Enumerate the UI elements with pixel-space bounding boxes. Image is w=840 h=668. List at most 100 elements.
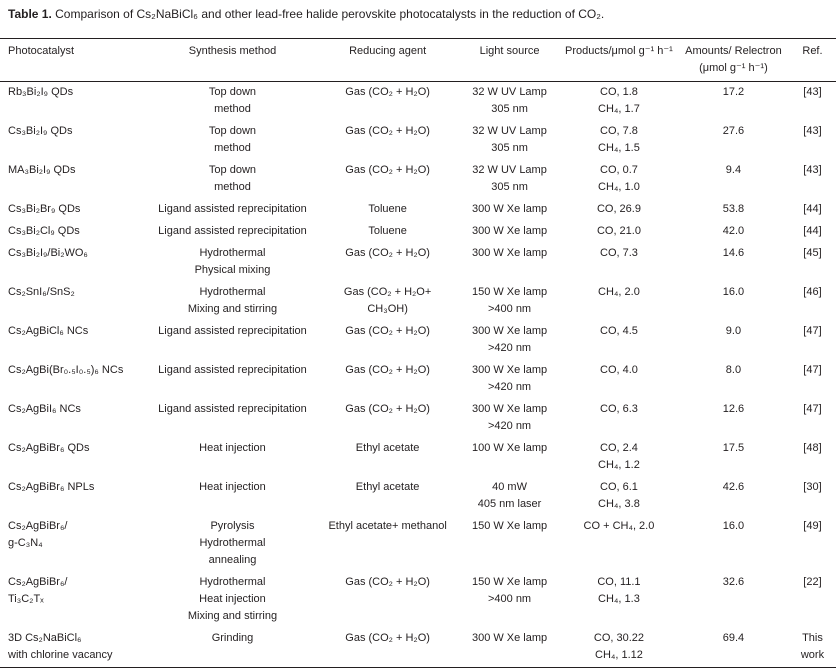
cell-light-source-line: 150 W Xe lamp: [471, 286, 548, 298]
cell-amount: 8.0: [725, 364, 742, 376]
cell-reducing-agent: Gas (CO₂ + H₂O): [316, 160, 459, 199]
header-photocatalyst: Photocatalyst: [0, 38, 149, 82]
cell-light-source-line: 300 W Xe lamp: [471, 632, 548, 644]
cell-ref-line: [44]: [803, 203, 822, 215]
cell-synthesis-method-line: Ligand assisted reprecipitation: [158, 325, 307, 337]
cell-synthesis-method: Grinding: [148, 628, 317, 668]
cell-light-source-line: 40 mW: [492, 481, 527, 493]
cell-products-line: CH₄, 1.3: [598, 593, 640, 605]
cell-products-line: CO, 7.8: [600, 125, 638, 137]
cell-products: CO, 26.9: [560, 199, 678, 221]
table-row: Cs₃Bi₂Cl₉ QDs Ligand assisted reprecipita…: [0, 221, 836, 243]
cell-light-source: 150 W Xe lamp: [459, 516, 560, 572]
cell-light-source: 300 W Xe lamp >420 nm: [459, 399, 560, 438]
cell-light-source-line: >420 nm: [487, 381, 532, 393]
cell-light-source-line: >420 nm: [487, 420, 532, 432]
cell-synthesis-method-line: Top down: [208, 86, 257, 98]
cell-amount: 16.0: [722, 286, 745, 298]
cell-photocatalyst: 3D Cs₂NaBiCl₆ with chlorine vacancy: [0, 628, 149, 668]
cell-photocatalyst-line: Cs₃Bi₂Br₉ QDs: [8, 203, 81, 215]
cell-light-source: 150 W Xe lamp >400 nm: [459, 282, 560, 321]
cell-reducing-agent-line: Gas (CO₂ + H₂O): [345, 125, 430, 137]
cell-products-line: CH₄, 1.12: [595, 649, 643, 661]
cell-reducing-agent-line: Gas (CO₂ + H₂O): [345, 325, 430, 337]
cell-photocatalyst-line: Ti₃C₂Tₓ: [8, 593, 44, 605]
cell-synthesis-method: Top down method: [149, 121, 316, 160]
table-row: Cs₂AgBiCl₆ NCs Ligand assisted reprecipit…: [0, 321, 836, 360]
cell-ref-line: [30]: [803, 481, 822, 493]
cell-ref-line: [47]: [803, 364, 822, 376]
cell-ref: [43]: [789, 82, 836, 122]
cell-synthesis-method: Ligand assisted reprecipitation: [149, 360, 316, 399]
cell-synthesis-method: Ligand assisted reprecipitation: [149, 221, 316, 243]
cell-reducing-agent-line: Gas (CO₂ + H₂O): [345, 403, 430, 415]
cell-amount: 17.5: [722, 442, 745, 454]
header-amounts: Amounts/ Relectron (μmol g⁻¹ h⁻¹): [677, 38, 789, 82]
cell-synthesis-method-line: Hydrothermal: [199, 576, 266, 588]
cell-products: CO, 2.4 CH₄, 1.2: [560, 438, 678, 477]
cell-synthesis-method-line: Ligand assisted reprecipitation: [158, 403, 307, 415]
cell-synthesis-method-line: Pyrolysis: [210, 520, 255, 532]
cell-reducing-agent-line: Gas (CO₂ + H₂O+: [343, 286, 432, 298]
cell-light-source-line: >420 nm: [487, 342, 532, 354]
cell-ref: [22]: [789, 572, 836, 628]
cell-amount: 32.6: [722, 576, 745, 588]
table-row: MA₃Bi₂I₉ QDs Top down method Gas (CO₂ + H₂O…: [0, 160, 836, 199]
cell-synthesis-method: Pyrolysis Hydrothermal annealing: [149, 516, 316, 572]
cell-reducing-agent-line: Gas (CO₂ + H₂O): [345, 86, 430, 98]
cell-photocatalyst: Cs₂AgBiBr₆ QDs: [0, 438, 149, 477]
cell-photocatalyst-line: Cs₂AgBiBr₆/: [8, 520, 68, 532]
cell-light-source-line: 150 W Xe lamp: [471, 520, 548, 532]
cell-reducing-agent-line: Ethyl acetate: [355, 481, 420, 493]
cell-photocatalyst-line: Cs₂AgBiCl₆ NCs: [8, 325, 89, 337]
cell-light-source-line: 305 nm: [491, 181, 528, 193]
cell-photocatalyst: Cs₃Bi₂Br₉ QDs: [0, 199, 149, 221]
cell-light-source-line: 305 nm: [491, 103, 528, 115]
cell-synthesis-method: Hydrothermal Mixing and stirring: [149, 282, 316, 321]
header-synthesis-method: Synthesis method: [148, 38, 317, 82]
cell-photocatalyst: MA₃Bi₂I₉ QDs: [0, 160, 149, 199]
cell-amount: 9.4: [725, 164, 742, 176]
cell-photocatalyst-line: g-C₃N₄: [8, 537, 43, 549]
cell-products-line: CH₄, 1.0: [598, 181, 640, 193]
cell-products: CO, 7.3: [560, 243, 678, 282]
cell-synthesis-method: Ligand assisted reprecipitation: [149, 399, 316, 438]
cell-synthesis-method-line: Top down: [208, 164, 257, 176]
table-caption-text: Comparison of Cs₂NaBiCl₆ and other lead-…: [55, 7, 605, 21]
cell-ref: [44]: [789, 199, 836, 221]
table-row: 3D Cs₂NaBiCl₆ with chlorine vacancy Grindi…: [0, 628, 836, 668]
cell-reducing-agent-line: Gas (CO₂ + H₂O): [345, 576, 430, 588]
header-reducing-agent: Reducing agent: [316, 38, 460, 82]
cell-photocatalyst-line: 3D Cs₂NaBiCl₆: [8, 632, 82, 644]
cell-light-source: 300 W Xe lamp: [459, 221, 560, 243]
cell-synthesis-method-line: Top down: [208, 125, 257, 137]
table-row: Cs₂AgBiBr₆/Ti₃C₂Tₓ Hydrothermal Heat injec…: [0, 572, 836, 628]
cell-photocatalyst: Rb₃Bi₂I₉ QDs: [0, 82, 149, 122]
cell-products-line: CO, 7.3: [600, 247, 638, 259]
cell-products-line: CO, 11.1: [597, 576, 641, 588]
cell-products: CO, 1.8 CH₄, 1.7: [560, 82, 678, 122]
cell-ref: [44]: [789, 221, 836, 243]
cell-synthesis-method: Ligand assisted reprecipitation: [149, 199, 316, 221]
cell-products: CO, 11.1 CH₄, 1.3: [560, 572, 678, 628]
cell-light-source-line: 300 W Xe lamp: [471, 403, 548, 415]
cell-photocatalyst-line: Rb₃Bi₂I₉ QDs: [8, 86, 74, 98]
cell-ref: [47]: [789, 360, 836, 399]
cell-photocatalyst-line: Cs₃Bi₂Cl₉ QDs: [8, 225, 80, 237]
cell-light-source-line: 300 W Xe lamp: [471, 364, 548, 376]
cell-synthesis-method-line: Hydrothermal: [199, 286, 266, 298]
cell-photocatalyst-line: MA₃Bi₂I₉ QDs: [8, 164, 76, 176]
cell-light-source: 40 mW 405 nm laser: [459, 477, 560, 516]
cell-light-source-line: >400 nm: [487, 303, 532, 315]
cell-ref: [47]: [789, 399, 836, 438]
cell-light-source: 150 W Xe lamp >400 nm: [459, 572, 560, 628]
cell-reducing-agent: Toluene: [316, 221, 459, 243]
cell-photocatalyst-line: Cs₂AgBiBr₆ NPLs: [8, 481, 95, 493]
cell-light-source-line: 32 W UV Lamp: [472, 86, 547, 98]
cell-light-source: 300 W Xe lamp >420 nm: [459, 360, 560, 399]
cell-ref: [47]: [789, 321, 836, 360]
cell-ref: [48]: [789, 438, 836, 477]
cell-ref-line: [44]: [803, 225, 822, 237]
cell-products-line: CH₄, 3.8: [598, 498, 640, 510]
cell-products: CO + CH₄, 2.0: [560, 516, 678, 572]
